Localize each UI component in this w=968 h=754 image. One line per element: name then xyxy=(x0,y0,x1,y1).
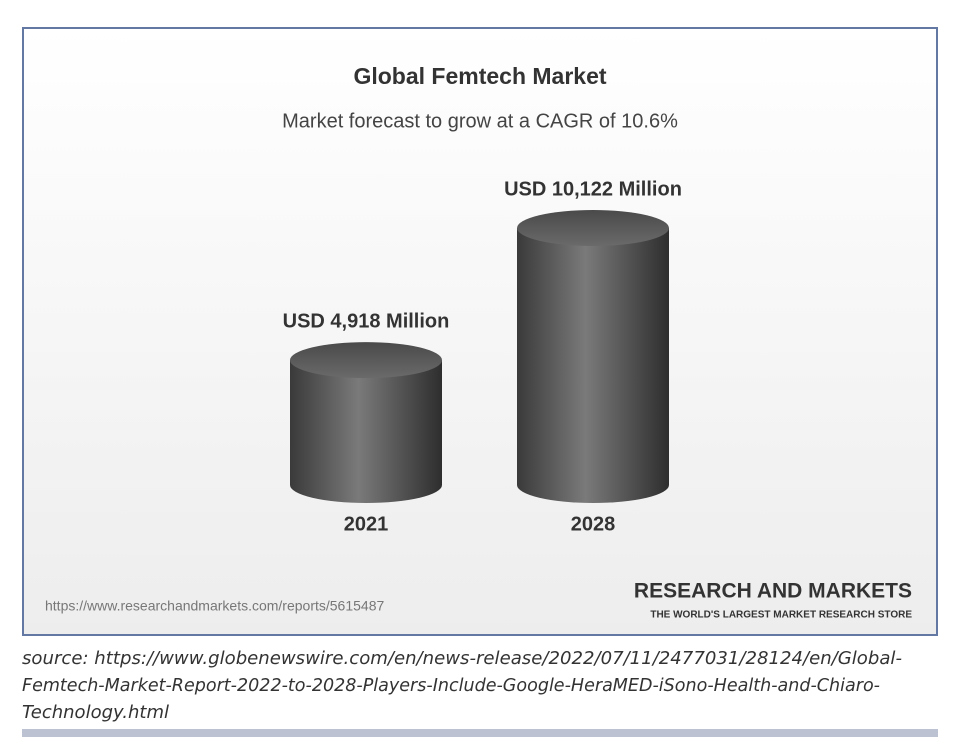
caption-line: Technology.html xyxy=(22,702,169,723)
cylinder-body xyxy=(290,360,442,503)
caption-line: Femtech-Market-Report-2022-to-2028-Playe… xyxy=(22,675,880,696)
divider xyxy=(22,729,938,737)
cylinder-body xyxy=(517,228,669,503)
caption: source: https://www.globenewswire.com/en… xyxy=(22,648,902,723)
tagline: THE WORLD'S LARGEST MARKET RESEARCH STOR… xyxy=(650,610,912,621)
brand: RESEARCH AND MARKETS xyxy=(634,580,912,603)
cylinder-top xyxy=(517,210,669,246)
chart-title: Global Femtech Market xyxy=(353,63,606,89)
caption-line: source: https://www.globenewswire.com/en… xyxy=(22,648,902,669)
source-url: https://www.researchandmarkets.com/repor… xyxy=(45,598,384,614)
cylinder-top xyxy=(290,342,442,379)
value-label: USD 10,122 Million xyxy=(504,178,682,200)
chart-subtitle: Market forecast to grow at a CAGR of 10.… xyxy=(282,110,678,132)
x-tick-label: 2028 xyxy=(571,513,616,535)
x-tick-label: 2021 xyxy=(344,513,389,535)
value-label: USD 4,918 Million xyxy=(283,310,450,332)
chart-frame xyxy=(22,27,938,636)
